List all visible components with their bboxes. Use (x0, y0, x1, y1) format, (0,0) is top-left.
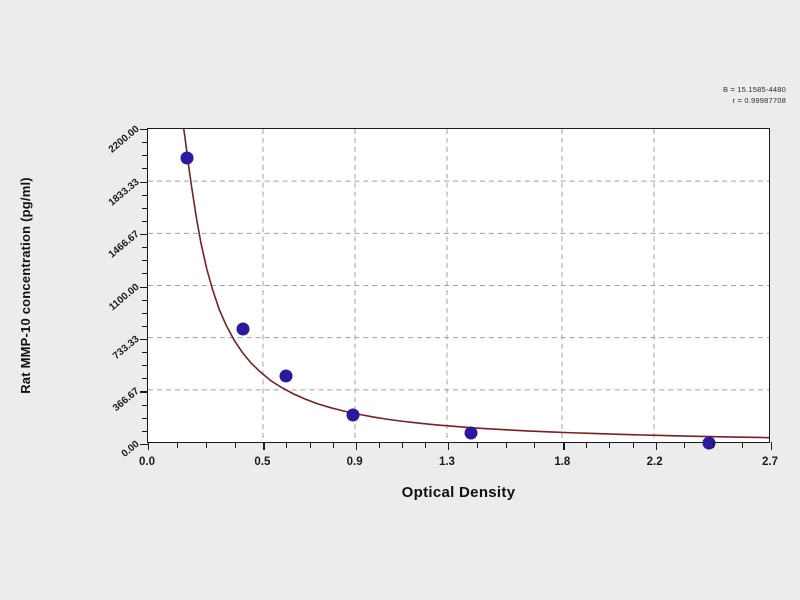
correlation-coefficient-line: r = 0.99987708 (732, 96, 786, 105)
x-axis-tick (148, 442, 150, 450)
x-axis-minor-tick (309, 442, 311, 448)
y-axis-tick (140, 233, 148, 236)
x-axis-tick (447, 442, 450, 450)
x-axis-minor-tick (205, 442, 207, 448)
fit-equation-line: B = 15.1585-4480 (722, 85, 786, 94)
fitted-curve (182, 129, 769, 439)
x-axis-tick (655, 442, 658, 450)
y-axis-minor-tick (142, 378, 148, 380)
x-axis-tick-label: 1.8 (554, 456, 571, 468)
data-point (346, 408, 360, 422)
x-axis-title: Optical Density (401, 484, 516, 501)
y-axis-title-text: Rat MMP-10 concentration (pg/ml) (17, 177, 33, 394)
y-axis-minor-tick (142, 365, 148, 367)
fit-statistics-annotation: B = 15.1585-4480 r = 0.99987708 (723, 84, 786, 106)
y-axis-tick (140, 286, 148, 288)
y-axis-minor-tick (142, 220, 148, 222)
x-axis-tick-label: 0.0 (139, 456, 155, 468)
y-axis-minor-tick (142, 430, 148, 432)
x-axis-tick (355, 442, 358, 450)
y-axis-minor-tick (142, 404, 148, 406)
x-axis-minor-tick (234, 442, 236, 448)
y-axis-tick (140, 391, 148, 393)
y-axis-minor-tick (142, 260, 148, 262)
y-axis-minor-tick (142, 168, 148, 170)
y-axis-tick (140, 339, 148, 341)
x-axis-minor-tick (476, 442, 478, 448)
x-axis-minor-tick (332, 442, 334, 448)
x-axis-minor-tick (534, 442, 536, 448)
x-axis-tick (771, 442, 773, 450)
x-axis-minor-tick (176, 442, 178, 448)
data-point (180, 151, 194, 165)
y-axis-minor-tick (142, 247, 148, 249)
y-axis-minor-tick (142, 207, 148, 209)
y-axis-tick (140, 181, 148, 183)
x-axis-minor-tick (586, 442, 588, 448)
x-axis-tick (263, 442, 265, 450)
y-axis-tick (140, 444, 148, 446)
x-axis-minor-tick (713, 442, 715, 448)
y-axis-minor-tick (142, 273, 148, 275)
y-axis-minor-tick (142, 325, 148, 327)
y-axis-minor-tick (142, 352, 148, 354)
y-axis-minor-tick (142, 142, 148, 144)
data-point (236, 322, 250, 336)
x-axis-minor-tick (401, 442, 403, 448)
y-axis-minor-tick (142, 312, 148, 314)
x-axis-minor-tick (505, 442, 507, 448)
x-axis-tick (563, 442, 565, 450)
x-axis-minor-tick (742, 442, 744, 448)
x-axis-minor-tick (424, 442, 426, 448)
y-axis-minor-tick (142, 194, 148, 196)
data-point (279, 369, 293, 383)
x-axis-tick-label: 1.3 (438, 456, 455, 468)
x-axis-minor-tick (378, 442, 380, 448)
data-point (464, 426, 478, 440)
x-axis-tick-label: 2.2 (646, 456, 663, 468)
y-axis-minor-tick (142, 299, 148, 301)
plot-area (140, 128, 773, 450)
x-axis-tick-label: 0.9 (346, 456, 363, 468)
data-layer (182, 129, 769, 439)
y-axis-minor-tick (142, 417, 148, 419)
x-axis-minor-tick (632, 442, 634, 448)
x-axis-tick-label: 0.5 (254, 456, 271, 468)
x-axis-minor-tick (286, 442, 288, 448)
x-axis-minor-tick (684, 442, 686, 448)
y-axis-minor-tick (142, 155, 148, 157)
y-axis-title: Rat MMP-10 concentration (pg/ml) (14, 128, 36, 443)
data-point (702, 436, 716, 450)
y-axis-tick (140, 129, 148, 131)
x-axis-tick-label: 2.7 (762, 456, 778, 468)
x-axis-minor-tick (609, 442, 611, 448)
grid-layer (148, 129, 769, 442)
